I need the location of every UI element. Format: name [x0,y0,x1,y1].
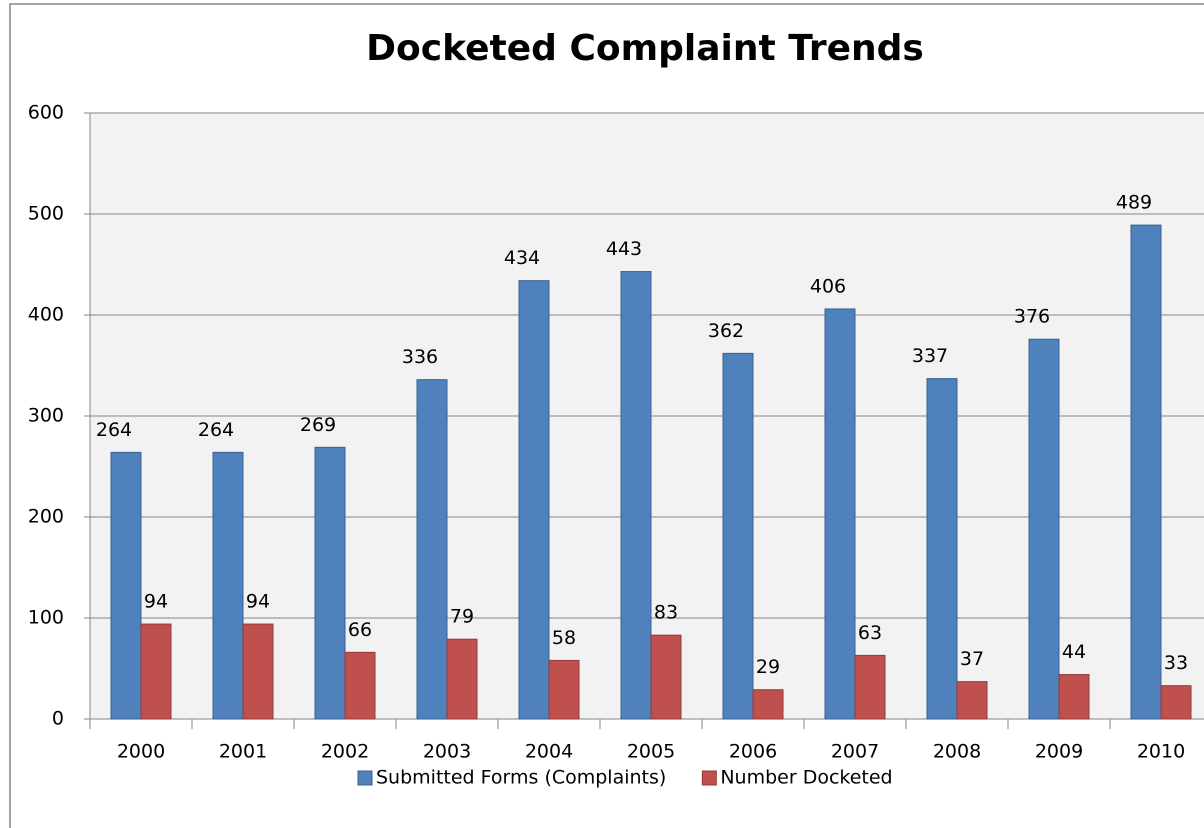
bar [956,681,988,720]
bar [314,446,346,720]
y-tick-label: 400 [28,304,64,326]
data-label: 376 [1014,306,1050,328]
bar [1160,685,1192,720]
data-label: 264 [96,419,132,441]
bar [446,638,478,720]
bar [722,352,754,720]
data-label: 489 [1116,192,1152,214]
bar [926,378,958,720]
data-label: 434 [504,247,540,269]
legend-swatch [701,770,717,786]
y-tick-label: 500 [28,203,64,225]
bar [854,654,886,720]
data-label: 66 [348,619,372,641]
data-label: 336 [402,346,438,368]
x-tick-label: 2006 [729,741,777,763]
y-tick-label: 0 [52,708,64,730]
bar [620,271,652,720]
bar [650,634,682,720]
x-tick-label: 2010 [1137,741,1185,763]
data-label: 264 [198,419,234,441]
x-tick-label: 2005 [627,741,675,763]
y-tick-label: 600 [28,102,64,124]
data-label: 406 [810,275,846,297]
bar [824,308,856,720]
bar [518,280,550,720]
data-label: 362 [708,320,744,342]
bar [416,379,448,720]
data-label: 29 [756,656,780,678]
legend-label: Submitted Forms (Complaints) [376,767,666,789]
bar [242,623,274,720]
data-label: 44 [1062,641,1086,663]
data-label: 58 [552,627,576,649]
bar [1028,338,1060,720]
data-label: 37 [960,648,984,670]
legend-label: Number Docketed [720,767,892,789]
bar [344,651,376,720]
x-tick-label: 2007 [831,741,879,763]
y-tick-label: 300 [28,405,64,427]
bar [1058,674,1090,720]
bar [752,689,784,720]
data-label: 443 [606,238,642,260]
x-tick-label: 2008 [933,741,981,763]
data-label: 33 [1164,652,1188,674]
bar [548,659,580,720]
bar [1130,224,1162,720]
x-tick-label: 2000 [117,741,165,763]
legend-swatch [357,770,373,786]
data-label: 94 [144,591,168,613]
x-tick-label: 2003 [423,741,471,763]
y-tick-label: 100 [28,607,64,629]
data-label: 269 [300,414,336,436]
data-label: 83 [654,602,678,624]
data-label: 337 [912,345,948,367]
bar [140,623,172,720]
data-label: 63 [858,622,882,644]
x-tick-label: 2002 [321,741,369,763]
bar [110,451,142,720]
y-tick-label: 200 [28,506,64,528]
data-label: 94 [246,591,270,613]
bar [212,451,244,720]
chart-title: Docketed Complaint Trends [366,28,924,69]
x-tick-label: 2004 [525,741,573,763]
data-label: 79 [450,606,474,628]
x-tick-label: 2009 [1035,741,1083,763]
x-tick-label: 2001 [219,741,267,763]
